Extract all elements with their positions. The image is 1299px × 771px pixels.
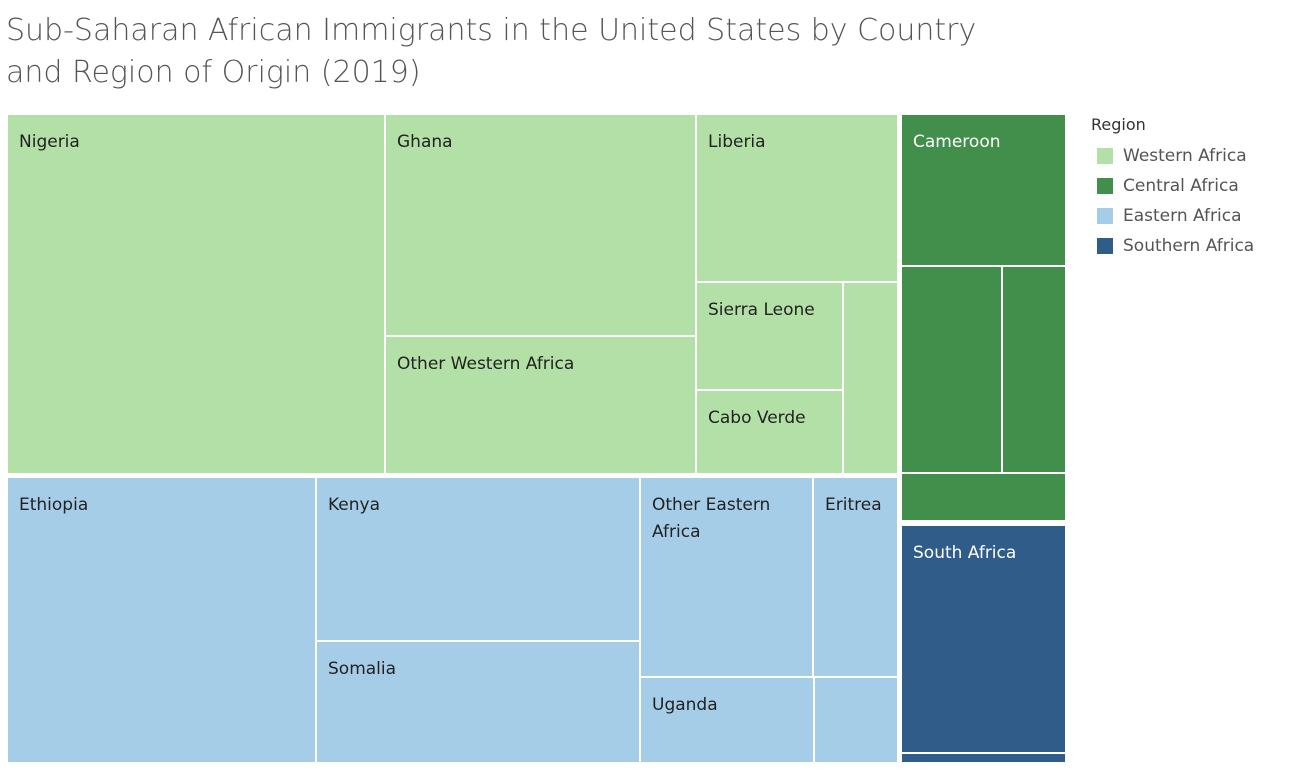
legend-item-southern-africa[interactable]: Southern Africa	[1091, 231, 1254, 261]
treemap-cell-eastern-africa-unlabeled-13[interactable]	[813, 676, 899, 764]
treemap-chart: Nigeria Ghana Other Western Africa Liberia S…	[6, 113, 1067, 764]
treemap-cell-liberia[interactable]: Liberia	[695, 113, 899, 283]
treemap-rect[interactable]	[639, 476, 814, 678]
treemap-cell-eritrea[interactable]: Eritrea	[812, 476, 899, 678]
treemap-cell-ethiopia[interactable]: Ethiopia	[6, 476, 317, 764]
treemap-label: Ghana	[397, 132, 453, 152]
treemap-label: Other Eastern Africa	[652, 495, 770, 542]
treemap-rect[interactable]	[6, 113, 386, 475]
treemap-label: Ethiopia	[19, 495, 88, 515]
treemap-rect[interactable]	[900, 524, 1067, 754]
treemap-label: Cameroon	[913, 132, 1001, 152]
legend-label: Southern Africa	[1123, 236, 1255, 256]
treemap-rect[interactable]	[315, 476, 641, 642]
treemap-cell-cabo-verde[interactable]: Cabo Verde	[695, 389, 844, 475]
treemap-rect[interactable]	[900, 752, 1067, 764]
treemap-rect[interactable]	[900, 472, 1067, 522]
treemap-cell-nigeria[interactable]: Nigeria	[6, 113, 386, 475]
treemap-cell-central-africa-unlabeled-16[interactable]	[1001, 265, 1067, 474]
legend-items: Western Africa Central Africa Eastern Afri…	[1091, 141, 1254, 261]
legend-title: Region	[1091, 115, 1146, 134]
legend-item-western-africa[interactable]: Western Africa	[1091, 141, 1254, 171]
legend-swatch	[1097, 148, 1113, 164]
treemap-cell-central-africa-unlabeled-15[interactable]	[900, 265, 1003, 474]
treemap-label: Liberia	[708, 132, 766, 152]
legend-swatch	[1097, 238, 1113, 254]
treemap-rect[interactable]	[842, 281, 899, 475]
treemap-rect[interactable]	[900, 265, 1003, 474]
legend-swatch	[1097, 208, 1113, 224]
treemap-label: Somalia	[328, 659, 396, 679]
treemap-rect[interactable]	[812, 476, 899, 678]
treemap-cell-cameroon[interactable]: Cameroon	[900, 113, 1067, 267]
legend: Region Western Africa Central Africa Easte…	[1091, 115, 1254, 261]
treemap-cell-other-eastern-africa[interactable]: Other Eastern Africa	[639, 476, 814, 678]
legend-swatch	[1097, 178, 1113, 194]
treemap-cell-somalia[interactable]: Somalia	[315, 640, 641, 764]
treemap-label: Sierra Leone	[708, 300, 815, 320]
treemap-rect[interactable]	[695, 281, 844, 391]
treemap-cell-ghana[interactable]: Ghana	[384, 113, 697, 337]
treemap-rect[interactable]	[813, 676, 899, 764]
legend-item-central-africa[interactable]: Central Africa	[1091, 171, 1254, 201]
legend-item-eastern-africa[interactable]: Eastern Africa	[1091, 201, 1254, 231]
treemap-label: South Africa	[913, 543, 1016, 563]
treemap-rect[interactable]	[6, 476, 317, 764]
treemap-cell-western-africa-unlabeled-6[interactable]	[842, 281, 899, 475]
treemap-cell-central-africa-unlabeled-17[interactable]	[900, 472, 1067, 522]
treemap-rect[interactable]	[1001, 265, 1067, 474]
treemap-label: Uganda	[652, 695, 718, 715]
treemap-label: Cabo Verde	[708, 408, 806, 428]
treemap-label: Kenya	[328, 495, 380, 515]
treemap-rect[interactable]	[639, 676, 815, 764]
treemap-rect[interactable]	[900, 113, 1067, 267]
treemap-rect[interactable]	[695, 389, 844, 475]
treemap-cell-kenya[interactable]: Kenya	[315, 476, 641, 642]
treemap-cell-uganda[interactable]: Uganda	[639, 676, 815, 764]
legend-label: Eastern Africa	[1123, 206, 1242, 226]
legend-label: Central Africa	[1123, 176, 1239, 196]
treemap-cell-sierra-leone[interactable]: Sierra Leone	[695, 281, 844, 391]
treemap-cell-southern-africa-unlabeled-19[interactable]	[900, 752, 1067, 764]
chart-title: Sub-Saharan African Immigrants in the Un…	[6, 13, 977, 90]
legend-label: Western Africa	[1123, 146, 1247, 166]
treemap-label: Other Western Africa	[397, 354, 574, 374]
treemap-cell-south-africa[interactable]: South Africa	[900, 524, 1067, 754]
treemap-cell-other-western-africa[interactable]: Other Western Africa	[384, 335, 697, 475]
treemap-label: Eritrea	[825, 495, 882, 515]
treemap-label: Nigeria	[19, 132, 80, 152]
treemap-rect[interactable]	[695, 113, 899, 283]
treemap-rect[interactable]	[315, 640, 641, 764]
